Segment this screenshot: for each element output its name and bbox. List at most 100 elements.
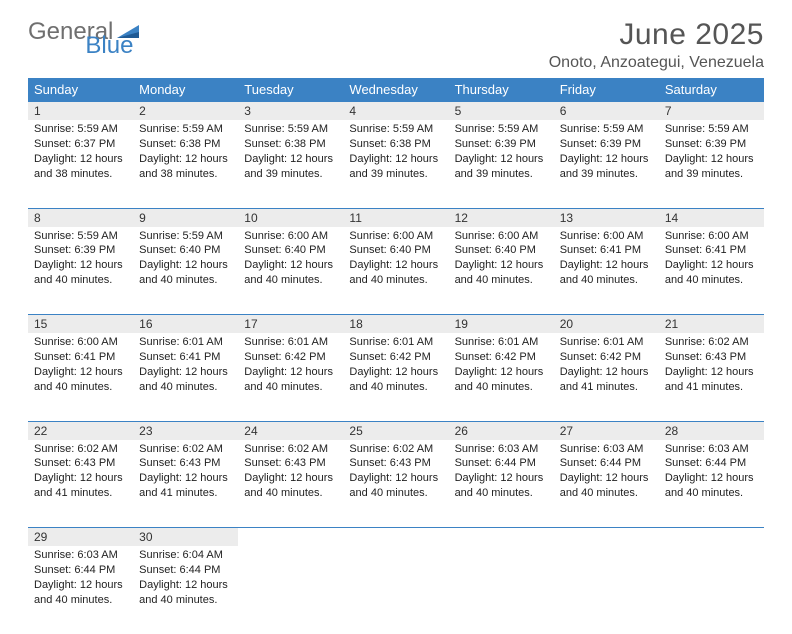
sunset-line: Sunset: 6:38 PM — [139, 137, 232, 152]
weekday-header: Saturday — [659, 78, 764, 102]
day-content-cell: Sunrise: 6:02 AMSunset: 6:43 PMDaylight:… — [28, 440, 133, 528]
sunrise-line: Sunrise: 6:02 AM — [34, 442, 127, 457]
sunrise-line: Sunrise: 5:59 AM — [139, 122, 232, 137]
day-number-cell: 28 — [659, 421, 764, 440]
day-number-cell: 16 — [133, 315, 238, 334]
daylight-line: Daylight: 12 hours and 40 minutes. — [244, 365, 337, 395]
sunset-line: Sunset: 6:42 PM — [455, 350, 548, 365]
day-number-cell: 11 — [343, 208, 448, 227]
day-content-cell — [554, 546, 659, 634]
daylight-line: Daylight: 12 hours and 40 minutes. — [244, 471, 337, 501]
day-content-cell: Sunrise: 6:00 AMSunset: 6:40 PMDaylight:… — [238, 227, 343, 315]
daylight-line: Daylight: 12 hours and 40 minutes. — [139, 365, 232, 395]
day-number-cell — [554, 528, 659, 547]
day-content-cell: Sunrise: 6:01 AMSunset: 6:42 PMDaylight:… — [449, 333, 554, 421]
weekday-header: Sunday — [28, 78, 133, 102]
day-number-cell: 17 — [238, 315, 343, 334]
daylight-line: Daylight: 12 hours and 39 minutes. — [349, 152, 442, 182]
sunrise-line: Sunrise: 5:59 AM — [455, 122, 548, 137]
page-title: June 2025 — [549, 18, 764, 52]
day-content-cell: Sunrise: 6:01 AMSunset: 6:42 PMDaylight:… — [343, 333, 448, 421]
day-number-cell: 18 — [343, 315, 448, 334]
day-content-cell: Sunrise: 6:02 AMSunset: 6:43 PMDaylight:… — [133, 440, 238, 528]
daylight-line: Daylight: 12 hours and 39 minutes. — [244, 152, 337, 182]
sunset-line: Sunset: 6:42 PM — [244, 350, 337, 365]
sunset-line: Sunset: 6:41 PM — [560, 243, 653, 258]
sunset-line: Sunset: 6:38 PM — [349, 137, 442, 152]
sunrise-line: Sunrise: 6:03 AM — [560, 442, 653, 457]
day-content-cell — [659, 546, 764, 634]
day-number-cell: 7 — [659, 102, 764, 121]
day-number-cell: 15 — [28, 315, 133, 334]
sunset-line: Sunset: 6:39 PM — [665, 137, 758, 152]
daylight-line: Daylight: 12 hours and 40 minutes. — [244, 258, 337, 288]
sunrise-line: Sunrise: 6:01 AM — [560, 335, 653, 350]
sunrise-line: Sunrise: 5:59 AM — [34, 122, 127, 137]
day-content-cell: Sunrise: 6:01 AMSunset: 6:41 PMDaylight:… — [133, 333, 238, 421]
day-number-cell: 3 — [238, 102, 343, 121]
sunset-line: Sunset: 6:41 PM — [665, 243, 758, 258]
daylight-line: Daylight: 12 hours and 39 minutes. — [455, 152, 548, 182]
logo-word-2: Blue — [85, 32, 133, 60]
weekday-header: Monday — [133, 78, 238, 102]
day-number-cell: 1 — [28, 102, 133, 121]
daylight-line: Daylight: 12 hours and 40 minutes. — [665, 471, 758, 501]
daylight-line: Daylight: 12 hours and 40 minutes. — [455, 471, 548, 501]
day-content-cell: Sunrise: 6:02 AMSunset: 6:43 PMDaylight:… — [659, 333, 764, 421]
day-content-row: Sunrise: 5:59 AMSunset: 6:39 PMDaylight:… — [28, 227, 764, 315]
daylight-line: Daylight: 12 hours and 41 minutes. — [560, 365, 653, 395]
sunrise-line: Sunrise: 5:59 AM — [349, 122, 442, 137]
weekday-header-row: Sunday Monday Tuesday Wednesday Thursday… — [28, 78, 764, 102]
sunset-line: Sunset: 6:40 PM — [455, 243, 548, 258]
sunrise-line: Sunrise: 6:00 AM — [560, 229, 653, 244]
day-content-cell: Sunrise: 6:01 AMSunset: 6:42 PMDaylight:… — [554, 333, 659, 421]
day-number-cell: 27 — [554, 421, 659, 440]
daylight-line: Daylight: 12 hours and 40 minutes. — [455, 258, 548, 288]
day-content-cell: Sunrise: 6:00 AMSunset: 6:40 PMDaylight:… — [343, 227, 448, 315]
sunset-line: Sunset: 6:44 PM — [665, 456, 758, 471]
day-content-cell: Sunrise: 6:03 AMSunset: 6:44 PMDaylight:… — [659, 440, 764, 528]
day-number-cell: 13 — [554, 208, 659, 227]
day-content-cell — [343, 546, 448, 634]
day-content-cell — [238, 546, 343, 634]
sunrise-line: Sunrise: 5:59 AM — [139, 229, 232, 244]
sunset-line: Sunset: 6:44 PM — [139, 563, 232, 578]
daylight-line: Daylight: 12 hours and 39 minutes. — [560, 152, 653, 182]
day-number-row: 2930 — [28, 528, 764, 547]
day-content-cell: Sunrise: 6:03 AMSunset: 6:44 PMDaylight:… — [554, 440, 659, 528]
day-content-cell: Sunrise: 6:02 AMSunset: 6:43 PMDaylight:… — [343, 440, 448, 528]
day-content-cell: Sunrise: 6:03 AMSunset: 6:44 PMDaylight:… — [449, 440, 554, 528]
calendar-table: Sunday Monday Tuesday Wednesday Thursday… — [28, 78, 764, 634]
day-number-cell — [659, 528, 764, 547]
daylight-line: Daylight: 12 hours and 41 minutes. — [665, 365, 758, 395]
sunset-line: Sunset: 6:43 PM — [665, 350, 758, 365]
day-content-cell: Sunrise: 6:00 AMSunset: 6:41 PMDaylight:… — [554, 227, 659, 315]
day-number-row: 891011121314 — [28, 208, 764, 227]
day-number-cell: 8 — [28, 208, 133, 227]
sunset-line: Sunset: 6:42 PM — [349, 350, 442, 365]
sunrise-line: Sunrise: 6:02 AM — [139, 442, 232, 457]
daylight-line: Daylight: 12 hours and 40 minutes. — [349, 258, 442, 288]
weekday-header: Thursday — [449, 78, 554, 102]
daylight-line: Daylight: 12 hours and 38 minutes. — [34, 152, 127, 182]
sunset-line: Sunset: 6:43 PM — [349, 456, 442, 471]
day-content-cell: Sunrise: 6:01 AMSunset: 6:42 PMDaylight:… — [238, 333, 343, 421]
daylight-line: Daylight: 12 hours and 38 minutes. — [139, 152, 232, 182]
day-content-cell: Sunrise: 6:00 AMSunset: 6:40 PMDaylight:… — [449, 227, 554, 315]
day-number-cell: 10 — [238, 208, 343, 227]
day-number-cell: 25 — [343, 421, 448, 440]
sunset-line: Sunset: 6:39 PM — [560, 137, 653, 152]
day-content-row: Sunrise: 6:02 AMSunset: 6:43 PMDaylight:… — [28, 440, 764, 528]
sunrise-line: Sunrise: 6:02 AM — [244, 442, 337, 457]
day-content-row: Sunrise: 5:59 AMSunset: 6:37 PMDaylight:… — [28, 120, 764, 208]
sunrise-line: Sunrise: 6:00 AM — [349, 229, 442, 244]
day-number-cell: 24 — [238, 421, 343, 440]
day-content-cell — [449, 546, 554, 634]
daylight-line: Daylight: 12 hours and 40 minutes. — [34, 258, 127, 288]
day-number-cell: 19 — [449, 315, 554, 334]
sunset-line: Sunset: 6:40 PM — [139, 243, 232, 258]
sunset-line: Sunset: 6:43 PM — [244, 456, 337, 471]
sunrise-line: Sunrise: 6:01 AM — [244, 335, 337, 350]
daylight-line: Daylight: 12 hours and 40 minutes. — [139, 578, 232, 608]
day-content-cell: Sunrise: 5:59 AMSunset: 6:39 PMDaylight:… — [28, 227, 133, 315]
